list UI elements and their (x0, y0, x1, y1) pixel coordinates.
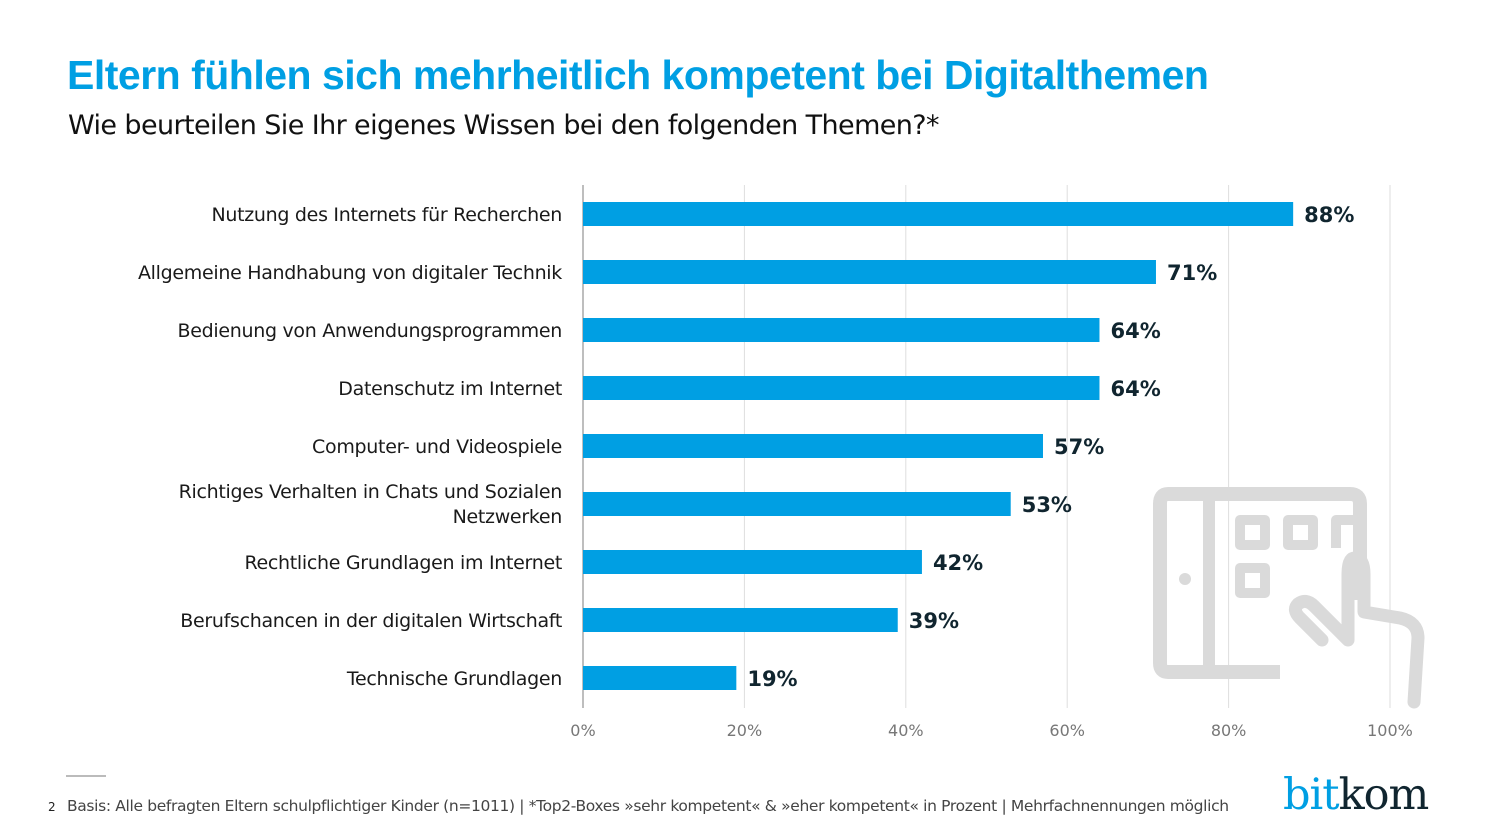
bar (583, 260, 1156, 284)
category-label: Berufschancen in der digitalen Wirtschaf… (180, 610, 562, 632)
x-tick-label: 40% (888, 721, 924, 740)
category-label: Netzwerken (453, 506, 562, 528)
category-label: Rechtliche Grundlagen im Internet (244, 552, 562, 574)
value-label: 42% (933, 551, 983, 575)
value-label: 64% (1110, 377, 1160, 401)
category-labels: Nutzung des Internets für Recherchen Allg… (138, 204, 563, 690)
value-label: 71% (1167, 261, 1217, 285)
value-label: 53% (1022, 493, 1072, 517)
bar (583, 550, 922, 574)
value-label: 64% (1110, 319, 1160, 343)
logo-part-bit: bit (1283, 770, 1340, 820)
value-label: 88% (1304, 203, 1354, 227)
value-label: 57% (1054, 435, 1104, 459)
category-label: Bedienung von Anwendungsprogrammen (178, 320, 563, 342)
footer-divider (66, 775, 106, 777)
category-label: Richtiges Verhalten in Chats und Soziale… (179, 481, 562, 503)
bar (583, 492, 1011, 516)
x-tick-labels: 0% 20% 40% 60% 80% 100% (570, 721, 1413, 740)
value-label: 19% (747, 667, 797, 691)
category-label: Allgemeine Handhabung von digitaler Tech… (138, 262, 562, 284)
category-label: Computer- und Videospiele (312, 436, 562, 458)
x-tick-label: 100% (1367, 721, 1413, 740)
x-tick-label: 20% (727, 721, 763, 740)
footnote: Basis: Alle befragten Eltern schulpflich… (67, 797, 1229, 815)
bitkom-logo: bitkom (1283, 770, 1430, 820)
bar (583, 376, 1100, 400)
chart-title: Eltern fühlen sich mehrheitlich kompeten… (67, 52, 1209, 98)
value-label: 39% (909, 609, 959, 633)
bar (583, 666, 737, 690)
page-number: 2 (48, 800, 56, 814)
category-label: Technische Grundlagen (346, 668, 562, 690)
tablet-touch-icon (1153, 487, 1425, 709)
logo-part-kom: kom (1338, 770, 1430, 820)
bar (583, 608, 898, 632)
x-tick-label: 60% (1049, 721, 1085, 740)
category-label: Datenschutz im Internet (338, 378, 562, 400)
x-tick-label: 80% (1211, 721, 1247, 740)
category-label: Nutzung des Internets für Recherchen (211, 204, 562, 226)
chart-subtitle: Wie beurteilen Sie Ihr eigenes Wissen be… (68, 110, 940, 141)
bar (583, 434, 1043, 458)
bar (583, 202, 1294, 226)
x-tick-label: 0% (570, 721, 595, 740)
value-labels: 88% 71% 64% 64% 57% 53% 42% 39% 19% (747, 203, 1354, 691)
bars (583, 202, 1294, 690)
bar (583, 318, 1100, 342)
